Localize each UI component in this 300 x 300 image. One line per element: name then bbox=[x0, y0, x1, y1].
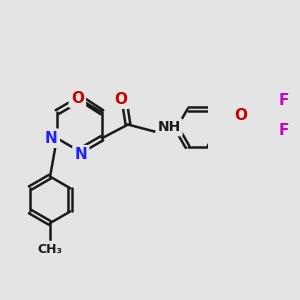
Text: N: N bbox=[45, 131, 58, 146]
Text: O: O bbox=[235, 108, 248, 123]
Text: CH₃: CH₃ bbox=[38, 243, 63, 256]
Text: NH: NH bbox=[158, 120, 181, 134]
Text: F: F bbox=[278, 123, 289, 138]
Text: F: F bbox=[278, 93, 289, 108]
Text: N: N bbox=[74, 147, 87, 162]
Text: O: O bbox=[71, 91, 84, 106]
Text: O: O bbox=[115, 92, 128, 107]
